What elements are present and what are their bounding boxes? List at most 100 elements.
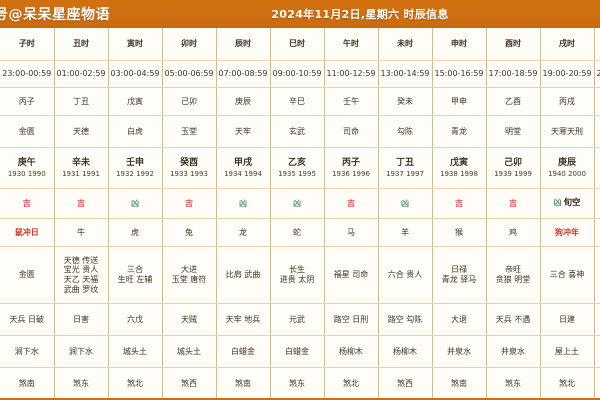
shen-cell: 天牢 bbox=[216, 115, 271, 148]
time-range-cell: 19:00-20:59 bbox=[540, 60, 595, 88]
year-row: 庚午 1930 1990 辛未 1931 1991 壬申 1932 1992 癸酉 1933 … bbox=[0, 147, 600, 189]
hour-name-cell[interactable]: 巳时 bbox=[270, 28, 325, 61]
year-pair-label: 1939 1999 bbox=[494, 169, 532, 178]
year-cell: 辛未 1931 1991 bbox=[54, 147, 109, 189]
time-range-cell: 15:00-16:59 bbox=[432, 60, 487, 88]
shen-cell: 明堂 bbox=[486, 115, 541, 148]
clash-row: 鼠冲日牛虎兔龙蛇马羊猴鸡狗冲年猪 bbox=[0, 218, 600, 247]
year-cell: 辛巳1941 2001 bbox=[594, 147, 600, 189]
year-cell: 庚午 1930 1990 bbox=[0, 147, 55, 189]
clash-zodiac-label: 鼠 bbox=[14, 227, 23, 237]
clash-cell: 龙 bbox=[216, 218, 271, 247]
luck-cell: 吉 bbox=[0, 188, 55, 219]
ganzhi-cell: 乙酉 bbox=[486, 87, 541, 116]
description-line: 天乙 天福 bbox=[63, 275, 99, 284]
luck-cell: 凶 bbox=[216, 188, 271, 219]
sha-direction-cell: 煞北 bbox=[324, 367, 379, 398]
shen-cell: 勾陈 bbox=[378, 115, 433, 148]
description-cell: 长生 进贵 太阴 bbox=[270, 246, 325, 304]
luck-cell: 凶 bbox=[378, 188, 433, 219]
description-line: 帝旺 bbox=[505, 265, 521, 275]
time-range-cell: 07:00-08:59 bbox=[216, 60, 271, 88]
sha-shen-cell: 六戊 bbox=[108, 303, 163, 336]
clash-tag-label: 冲年 bbox=[563, 227, 579, 237]
hour-name-cell[interactable]: 辰时 bbox=[216, 28, 271, 61]
year-ganzhi-label: 壬申 bbox=[125, 157, 144, 168]
wuxing-cell: 白蜡金 bbox=[216, 335, 271, 368]
year-pair-label: 1938 1998 bbox=[440, 169, 478, 178]
description-cell: 三合 生旺 左辅 bbox=[108, 246, 163, 304]
ganzhi-cell: 丙子 bbox=[0, 87, 55, 116]
ganzhi-cell: 辛巳 bbox=[270, 87, 325, 116]
shen-cell: 天德 bbox=[54, 115, 109, 148]
sha-shen-cell: 路空 日刑 bbox=[324, 303, 379, 336]
year-cell: 甲戌 1934 1994 bbox=[216, 147, 271, 189]
time-range-cell: 21:00-22:59 bbox=[594, 60, 600, 88]
description-cell: 三合 喜神 bbox=[540, 246, 595, 304]
hour-name-row: 子时丑时寅时卯时辰时巳时午时未时申时酉时戌时亥时 bbox=[0, 28, 600, 61]
hour-name-cell[interactable]: 酉时 bbox=[486, 28, 541, 61]
description-line: 进贵 太阴 bbox=[279, 275, 315, 284]
year-ganzhi-label: 戊寅 bbox=[449, 157, 468, 168]
year-ganzhi-label: 癸酉 bbox=[179, 157, 198, 168]
ganzhi-cell: 丙戌 bbox=[540, 87, 595, 116]
clash-zodiac-label: 虎 bbox=[131, 227, 139, 237]
luck-badge: 凶 bbox=[401, 198, 409, 208]
luck-badge: 凶 bbox=[293, 198, 301, 208]
hour-name-cell[interactable]: 亥时 bbox=[594, 28, 600, 61]
wuxing-cell: 城头土 bbox=[162, 335, 217, 368]
description-line: 三合 bbox=[127, 265, 143, 275]
sha-direction-cell: 煞西 bbox=[162, 367, 217, 398]
sha-direction-cell: 煞北 bbox=[540, 367, 595, 398]
description-cell: 帝旺 贪狼 明堂 bbox=[486, 246, 541, 304]
description-line: 天德 传送 bbox=[63, 255, 99, 265]
wuxing-cell: 白蜡金 bbox=[270, 335, 325, 368]
year-pair-label: 1933 1993 bbox=[170, 169, 208, 178]
time-range-cell: 11:00-12:59 bbox=[324, 60, 379, 88]
year-ganzhi-label: 己卯 bbox=[503, 157, 522, 168]
luck-cell: 吉 bbox=[486, 188, 541, 219]
sha-shen-cell: 日害 bbox=[54, 303, 109, 336]
wuxing-cell: 屋上土 bbox=[540, 335, 595, 368]
luck-cell: 凶 bbox=[594, 188, 600, 219]
hour-name-cell[interactable]: 申时 bbox=[432, 28, 487, 61]
sha-shen-cell: 天牢 地兵 bbox=[216, 303, 271, 336]
time-range-cell: 03:00-04:59 bbox=[108, 60, 163, 88]
hour-name-cell[interactable]: 子时 bbox=[0, 28, 55, 61]
app-header: 号@呆呆星座物语 2024年11月2日,星期六 时辰信息 bbox=[0, 0, 600, 28]
year-cell: 癸酉 1933 1993 bbox=[162, 147, 217, 189]
sha-shen-cell: 天兵 日破 bbox=[0, 303, 55, 336]
time-range-cell: 05:00-06:59 bbox=[162, 60, 217, 88]
clash-zodiac-label: 兔 bbox=[185, 227, 193, 237]
sha-direction-cell: 煞南 bbox=[0, 367, 55, 398]
hour-name-cell[interactable]: 午时 bbox=[324, 28, 379, 61]
luck-cell: 吉 bbox=[162, 188, 217, 219]
shen-row: 金匮天德白虎玉堂天牢玄武司命勾陈青龙明堂天寒天刑朱雀 bbox=[0, 115, 600, 148]
year-pair-label: 1941 2001 bbox=[596, 170, 600, 179]
clash-zodiac-label: 蛇 bbox=[293, 227, 301, 237]
year-ganzhi-label: 丙子 bbox=[341, 157, 360, 168]
luck-badge: 吉 bbox=[77, 198, 85, 208]
description-cell: 金匮 bbox=[0, 246, 55, 304]
hour-name-cell[interactable]: 卯时 bbox=[162, 28, 217, 61]
description-cell: 六合 贵人 bbox=[378, 246, 433, 304]
description-line: 金匮 bbox=[18, 270, 35, 280]
hour-name-cell[interactable]: 未时 bbox=[378, 28, 433, 61]
clash-zodiac-label: 龙 bbox=[239, 227, 247, 237]
sha-direction-cell: 煞东 bbox=[270, 367, 325, 398]
luck-badge: 吉 bbox=[347, 198, 355, 208]
year-cell: 戊寅 1938 1998 bbox=[432, 147, 487, 189]
clash-zodiac-label: 马 bbox=[347, 227, 355, 237]
year-pair-label: 1936 1996 bbox=[332, 169, 370, 178]
sha-shen-cell: 元武 bbox=[270, 303, 325, 336]
hour-name-cell[interactable]: 戌时 bbox=[540, 28, 595, 61]
description-cell: 日禄 青龙 驿马 bbox=[432, 246, 487, 304]
description-cell: 天地 bbox=[594, 246, 600, 304]
sha-shen-cell: 大退 bbox=[432, 303, 487, 336]
hour-info-table-container: 子时丑时寅时卯时辰时巳时午时未时申时酉时戌时亥时23:00-00:5901:00… bbox=[0, 28, 600, 400]
sha-direction-cell: 煞北 bbox=[108, 367, 163, 398]
hour-name-cell[interactable]: 寅时 bbox=[108, 28, 163, 61]
sha-direction-cell: 煞西 bbox=[378, 367, 433, 398]
hour-name-cell[interactable]: 丑时 bbox=[54, 28, 109, 61]
clash-tag-label: 冲日 bbox=[22, 227, 39, 237]
